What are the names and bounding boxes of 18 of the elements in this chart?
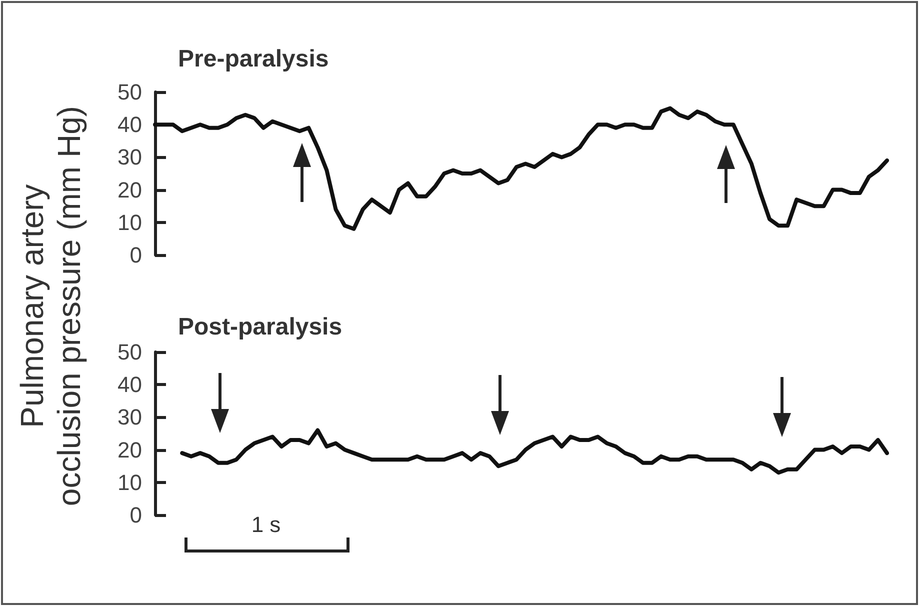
y-tick-label: 40 [118,372,142,398]
y-tick-label: 0 [130,502,142,528]
y-tick-label: 0 [130,242,142,268]
y-axis-title: Pulmonary artery occlusion pressure (mm Hg) [14,104,88,508]
y-tick-label: 10 [118,210,142,235]
y-tick-label: 50 [118,80,142,104]
chart-title: Post-paralysis [178,314,342,340]
line-series [153,106,889,231]
line-series [180,428,889,475]
y-tick-label: 30 [118,144,142,170]
chart-title: Pre-paralysis [178,46,329,72]
annotation: 1 s [250,512,282,538]
y-tick-label: 40 [118,112,142,138]
y-tick-label: 10 [118,470,142,495]
y-tick-label: 20 [118,437,142,462]
y-tick-label: 20 [118,177,142,202]
y-tick-label: 50 [118,340,142,364]
y-tick-label: 30 [118,404,142,430]
